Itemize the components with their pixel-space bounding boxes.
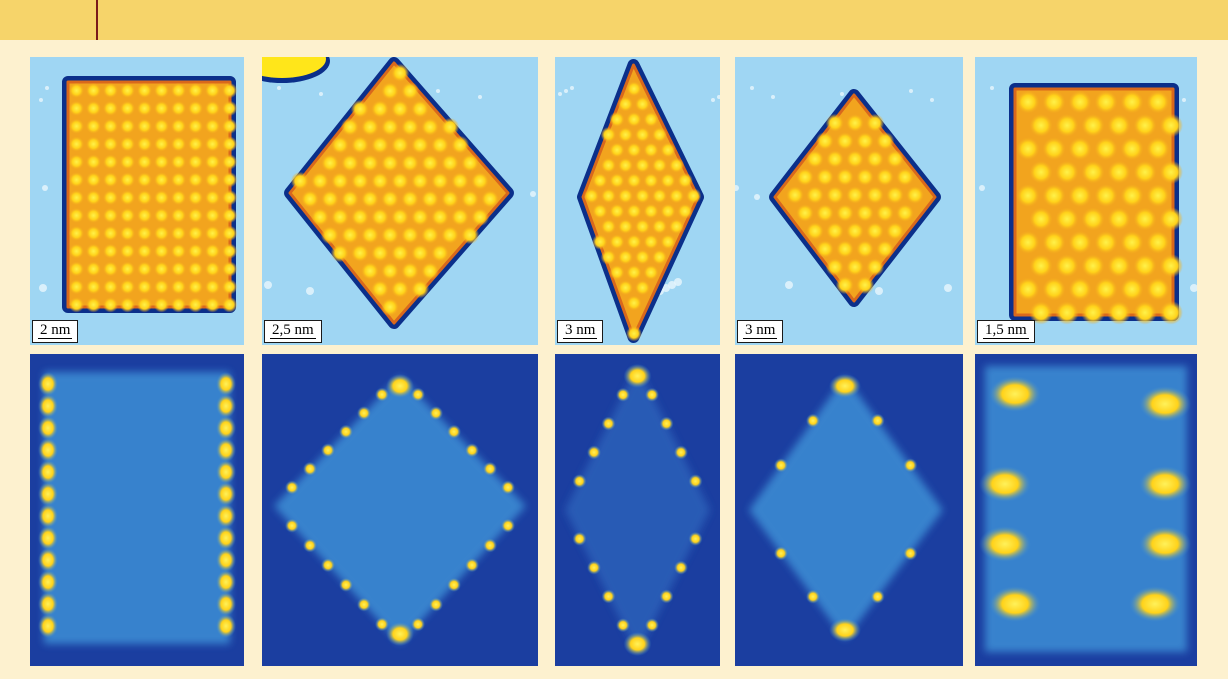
stm-large-diamond-island xyxy=(262,57,538,345)
stm-elongated-diamond-island xyxy=(555,57,720,345)
stm-image-large-diamond: 2,5 nm xyxy=(262,57,538,345)
dos-map-small-diamond xyxy=(735,354,963,666)
scale-bar-label: 3 nm xyxy=(563,322,598,339)
stm-image-square: 1,5 nm xyxy=(975,57,1197,345)
dos-map-small-diamond-pattern xyxy=(735,354,963,666)
stm-square-island xyxy=(975,57,1197,345)
stm-small-diamond-island xyxy=(735,57,963,345)
dos-map-large-diamond xyxy=(262,354,538,666)
scale-bar: 3 nm xyxy=(737,320,784,343)
dos-map-elongated-diamond-pattern xyxy=(555,354,720,666)
banner-accent-mark xyxy=(96,0,98,40)
dos-map-square-pattern xyxy=(975,354,1197,666)
scale-bar-label: 2 nm xyxy=(38,322,73,339)
dos-map-rectangle xyxy=(30,354,244,666)
scale-bar: 2 nm xyxy=(32,320,79,343)
scale-bar: 3 nm xyxy=(557,320,604,343)
scale-bar-label: 3 nm xyxy=(743,322,778,339)
stm-image-small-diamond: 3 nm xyxy=(735,57,963,345)
scale-bar: 1,5 nm xyxy=(977,320,1035,343)
top-banner xyxy=(0,0,1228,40)
stm-image-elongated-diamond: 3 nm xyxy=(555,57,720,345)
scale-bar-label: 2,5 nm xyxy=(270,322,316,339)
scale-bar: 2,5 nm xyxy=(264,320,322,343)
scale-bar-label: 1,5 nm xyxy=(983,322,1029,339)
dos-map-square xyxy=(975,354,1197,666)
dos-map-rectangle-pattern xyxy=(30,354,244,666)
dos-map-large-diamond-pattern xyxy=(262,354,538,666)
stm-image-rectangle: 2 nm xyxy=(30,57,244,345)
stm-rectangle-island xyxy=(30,57,244,345)
dos-map-elongated-diamond xyxy=(555,354,720,666)
